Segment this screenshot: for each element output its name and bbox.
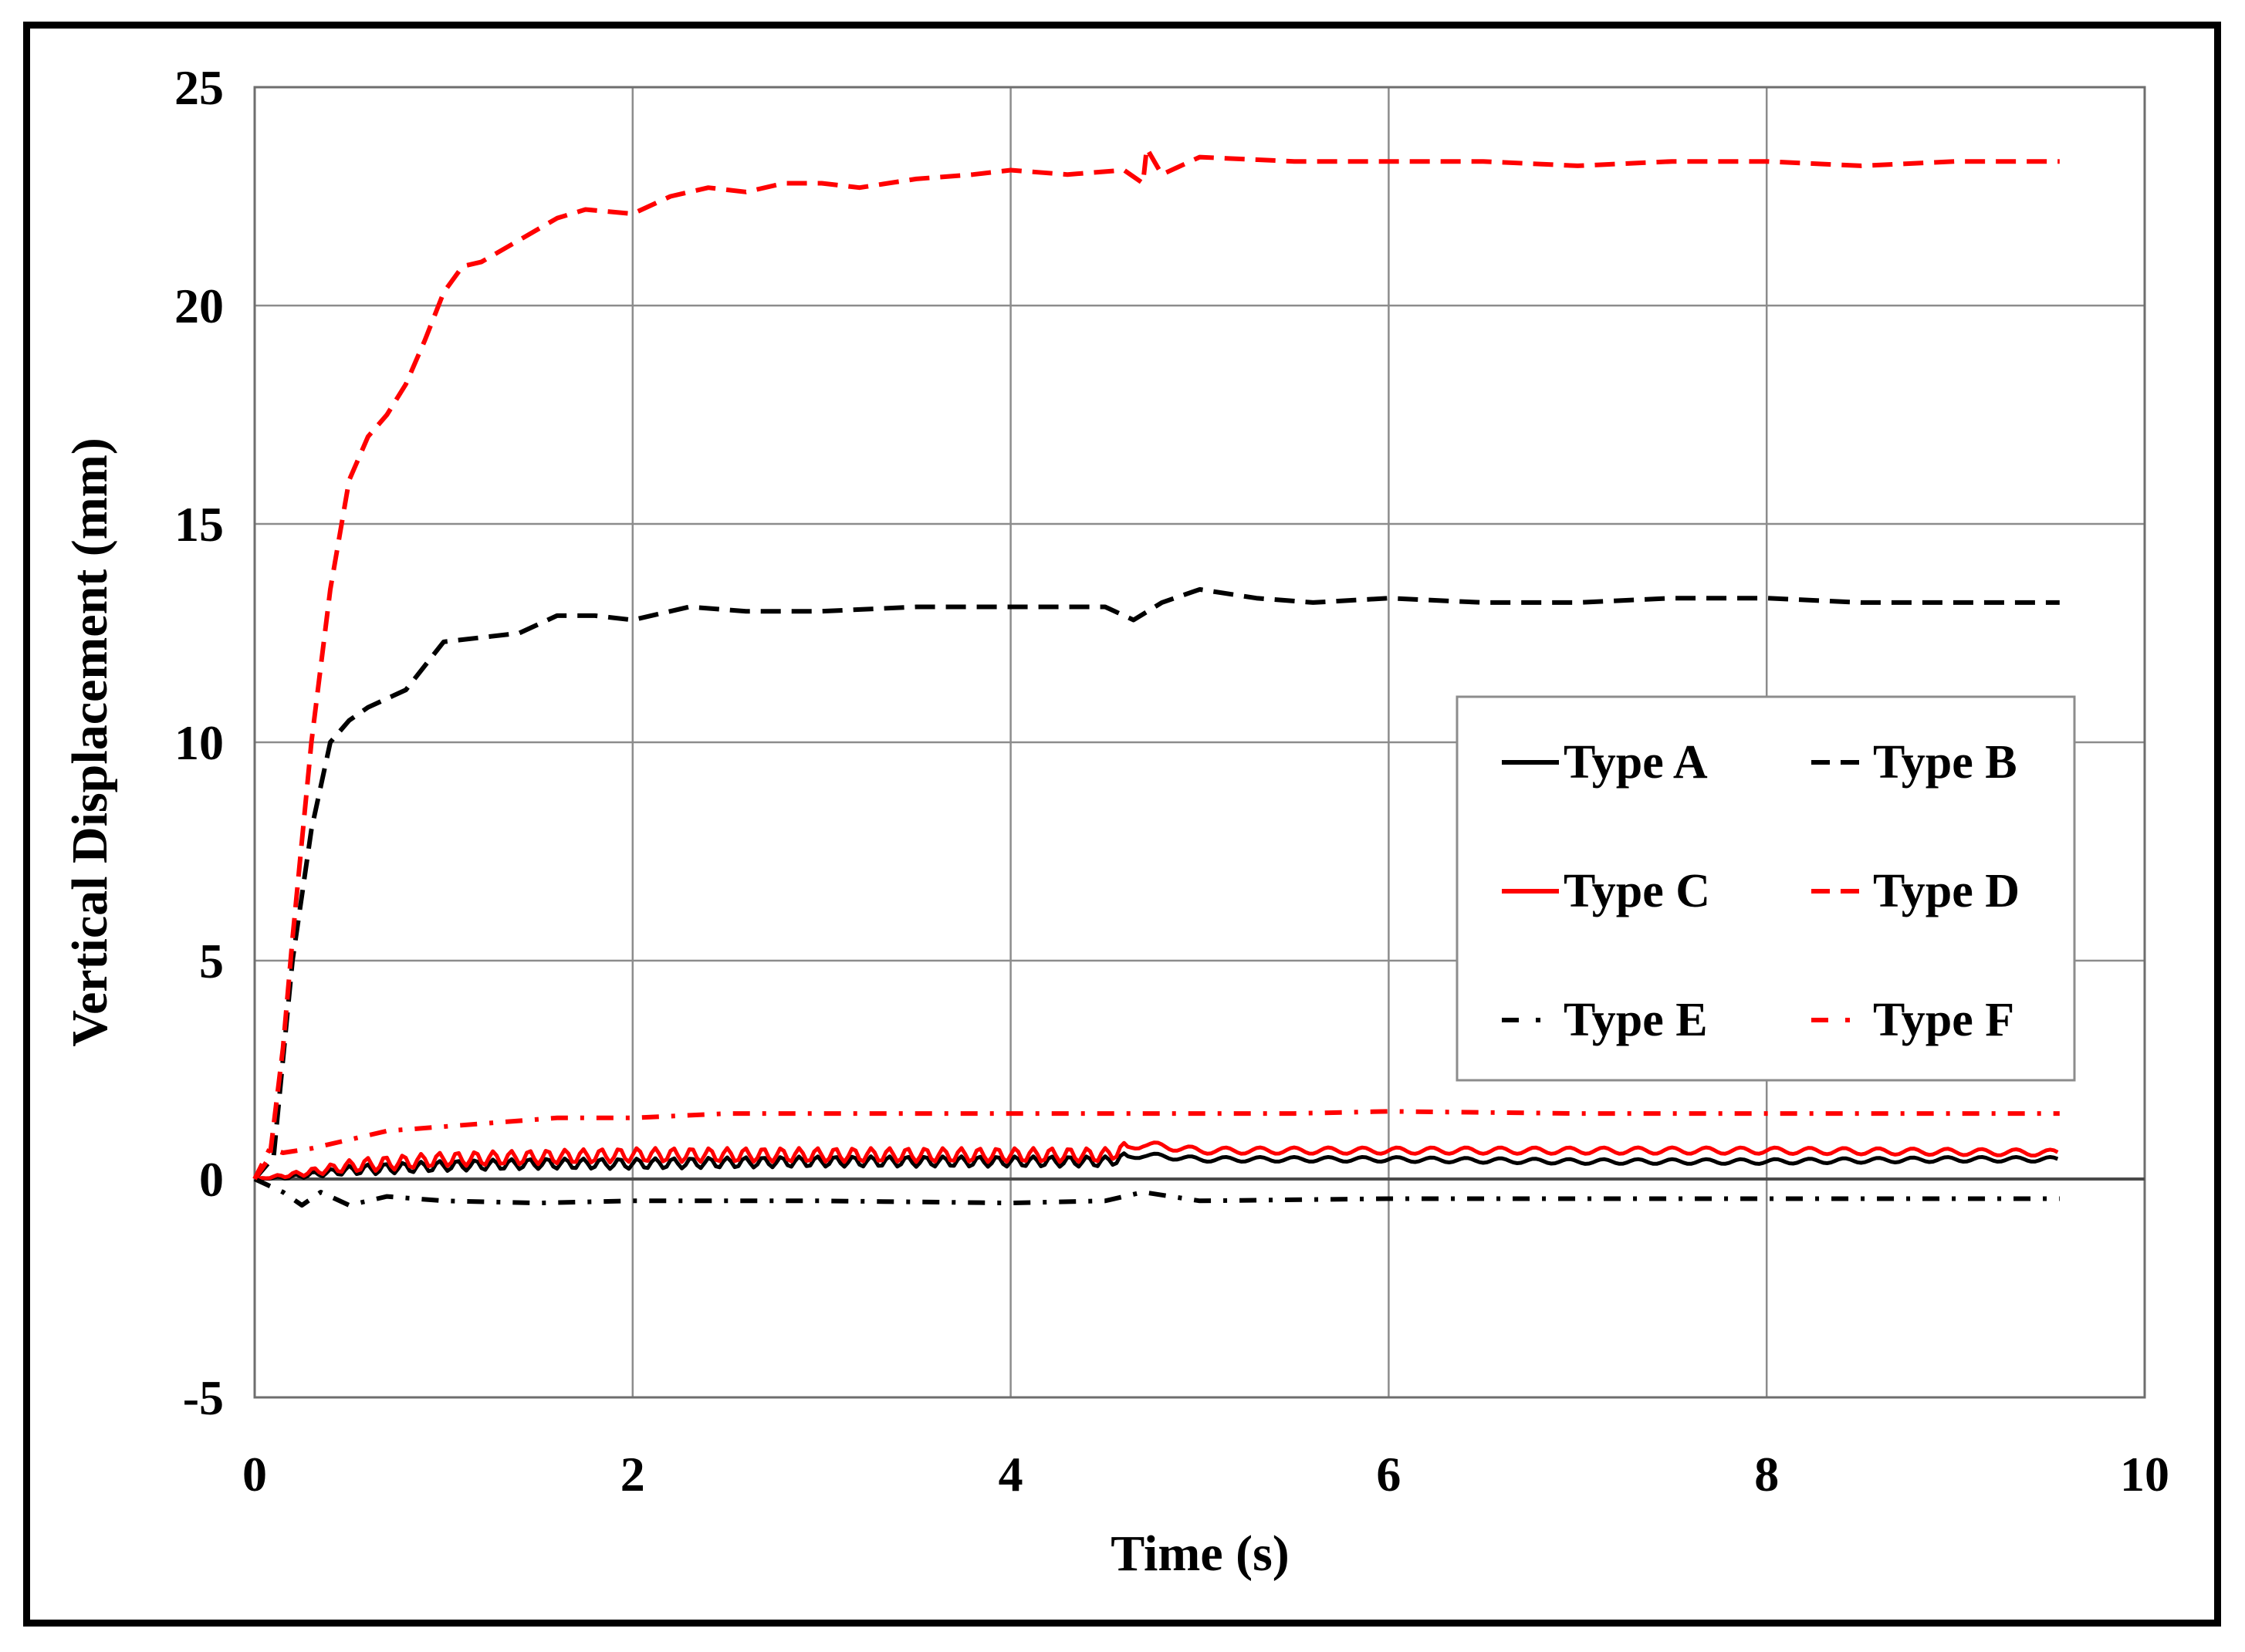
y-axis-title: Vertical Displacement (mm) xyxy=(62,437,118,1046)
x-tick-label: 4 xyxy=(999,1447,1023,1502)
legend-item-type-c: Type C xyxy=(1502,865,1710,917)
y-axis-ticks: 25 20 15 10 5 0 -5 xyxy=(174,60,224,1425)
series-line-type-e xyxy=(253,1177,2060,1208)
series-line-type-a xyxy=(254,1151,2059,1181)
series-line-type-f xyxy=(252,1109,2060,1181)
legend-item-type-a: Type A xyxy=(1502,736,1708,789)
legend: Type A Type B Type C Type D Type E Type … xyxy=(1456,695,2076,1082)
legend-label: Type B xyxy=(1873,736,2017,789)
legend-label: Type F xyxy=(1873,994,2014,1046)
legend-label: Type D xyxy=(1873,865,2020,917)
x-axis-ticks: 0 2 4 6 8 10 xyxy=(242,1447,2169,1502)
legend-label: Type A xyxy=(1564,736,1708,789)
legend-label: Type E xyxy=(1564,994,1708,1046)
data-series xyxy=(252,146,2060,1208)
y-tick-label: 15 xyxy=(174,497,224,552)
x-tick-label: 8 xyxy=(1754,1447,1779,1502)
series-line-type-d xyxy=(252,146,2060,1181)
y-tick-label: 5 xyxy=(199,934,224,988)
legend-item-type-d: Type D xyxy=(1811,865,2020,917)
legend-box xyxy=(1456,695,2076,1082)
x-tick-label: 10 xyxy=(2120,1447,2169,1502)
plot-area xyxy=(253,86,2146,1399)
legend-item-type-b: Type B xyxy=(1811,736,2017,789)
y-tick-label: -5 xyxy=(183,1370,224,1425)
x-tick-label: 0 xyxy=(242,1447,267,1502)
y-tick-label: 0 xyxy=(199,1152,224,1207)
series-line-type-c xyxy=(254,1140,2059,1181)
y-tick-label: 10 xyxy=(174,715,224,770)
x-tick-label: 2 xyxy=(620,1447,645,1502)
y-tick-label: 20 xyxy=(174,279,224,333)
legend-item-type-e: Type E xyxy=(1502,994,1708,1046)
y-tick-label: 25 xyxy=(174,60,224,115)
x-axis-title: Time (s) xyxy=(1111,1525,1290,1582)
x-tick-label: 6 xyxy=(1376,1447,1401,1502)
legend-item-type-f: Type F xyxy=(1811,994,2014,1046)
legend-label: Type C xyxy=(1564,865,1710,917)
